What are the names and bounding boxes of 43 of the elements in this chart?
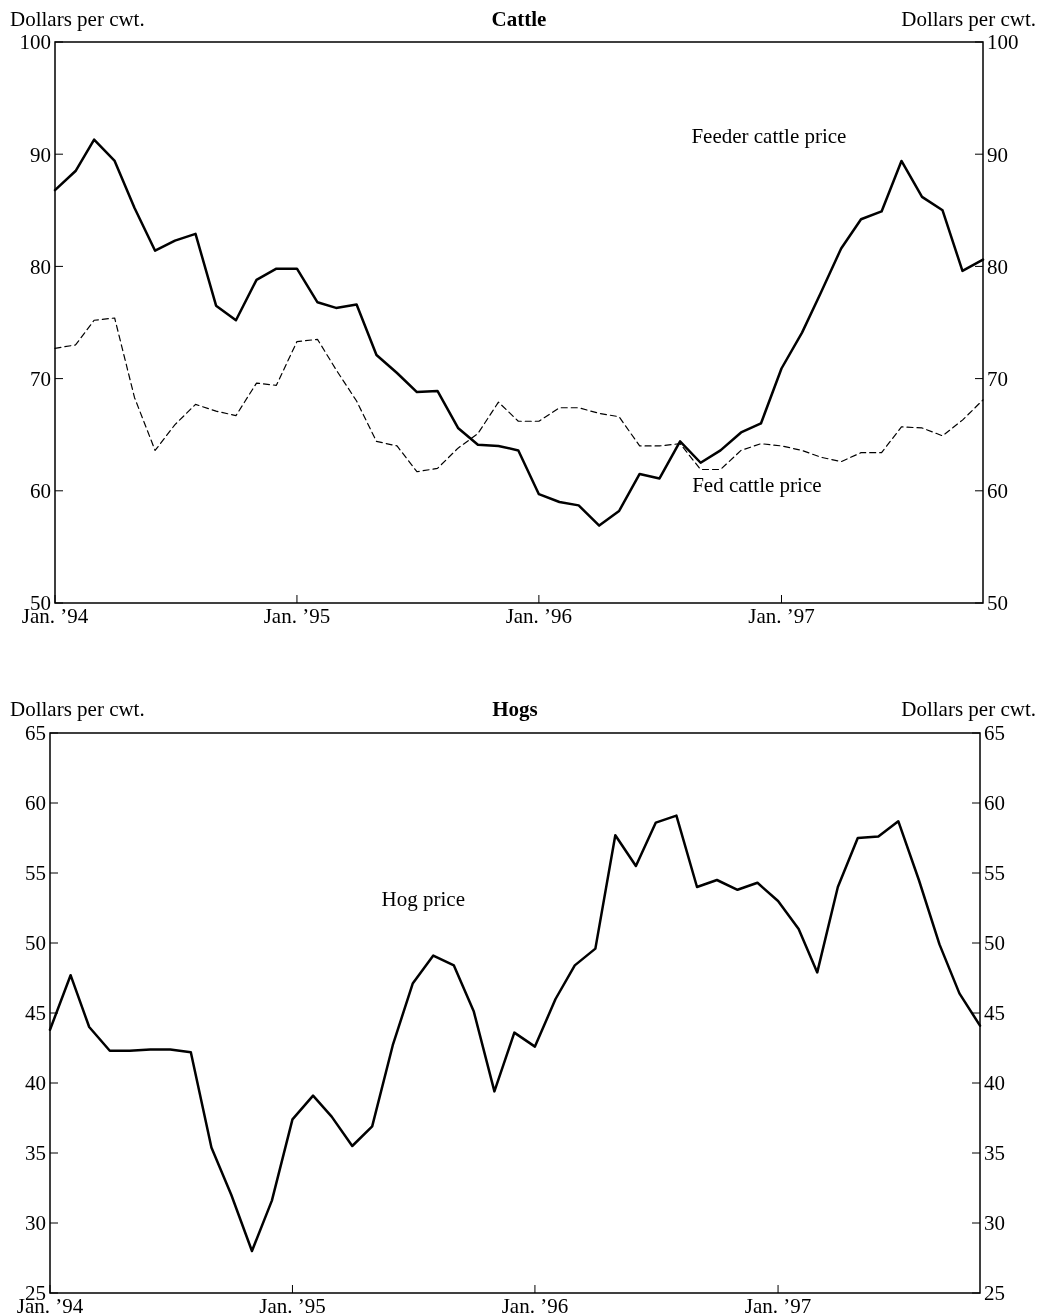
- x-tick-label: Jan. ’97: [744, 1294, 812, 1316]
- x-tick-label: Jan. ’95: [259, 1294, 326, 1316]
- y-tick-label: 35: [25, 1141, 46, 1166]
- x-tick-label: Jan. ’96: [501, 1294, 569, 1316]
- y2-tick-label: 35: [984, 1141, 1005, 1166]
- y-tick-label: 80: [30, 254, 51, 279]
- y2-tick-label: 40: [984, 1071, 1005, 1096]
- y2-tick-label: 65: [984, 721, 1005, 746]
- x-tick-label: Jan. ’95: [263, 604, 331, 628]
- y2-tick-label: 100: [987, 30, 1019, 55]
- y2-tick-label: 50: [987, 591, 1008, 616]
- y-tick-label: 70: [30, 366, 51, 391]
- x-tick-label: Jan. ’97: [748, 604, 815, 628]
- y2-tick-label: 70: [987, 366, 1008, 391]
- y-tick-label: 100: [19, 30, 51, 55]
- y-tick-label: 50: [25, 931, 46, 956]
- y-tick-label: 45: [25, 1001, 46, 1026]
- y-tick-label: 60: [30, 479, 51, 504]
- y2-tick-label: 30: [984, 1211, 1005, 1236]
- y2-tick-label: 50: [984, 931, 1005, 956]
- y2-tick-label: 45: [984, 1001, 1005, 1026]
- chart-title: Hogs: [492, 697, 538, 721]
- y-axis-title: Dollars per cwt.: [10, 7, 145, 31]
- y-axis-title: Dollars per cwt.: [10, 697, 145, 721]
- y-tick-label: 40: [25, 1071, 46, 1096]
- y2-tick-label: 25: [984, 1281, 1005, 1306]
- text: Feeder cattle price: [691, 124, 847, 148]
- y2-tick-label: 80: [987, 254, 1008, 279]
- y2-axis-title: Dollars per cwt.: [901, 7, 1036, 31]
- y2-axis-title: Dollars per cwt.: [901, 697, 1036, 721]
- y2-tick-label: 55: [984, 861, 1005, 886]
- series-label: Fed cattle price: [692, 473, 822, 497]
- y-tick-label: 55: [25, 861, 46, 886]
- text: Hog price: [381, 887, 465, 911]
- y2-tick-label: 60: [984, 791, 1005, 816]
- y-tick-label: 30: [25, 1211, 46, 1236]
- y2-tick-label: 90: [987, 142, 1008, 167]
- y2-tick-label: 60: [987, 479, 1008, 504]
- y-tick-label: 90: [30, 142, 51, 167]
- y-tick-label: 65: [25, 721, 46, 746]
- x-tick-label: Jan. ’96: [505, 604, 573, 628]
- chart-title: Cattle: [491, 7, 547, 31]
- y-tick-label: 60: [25, 791, 46, 816]
